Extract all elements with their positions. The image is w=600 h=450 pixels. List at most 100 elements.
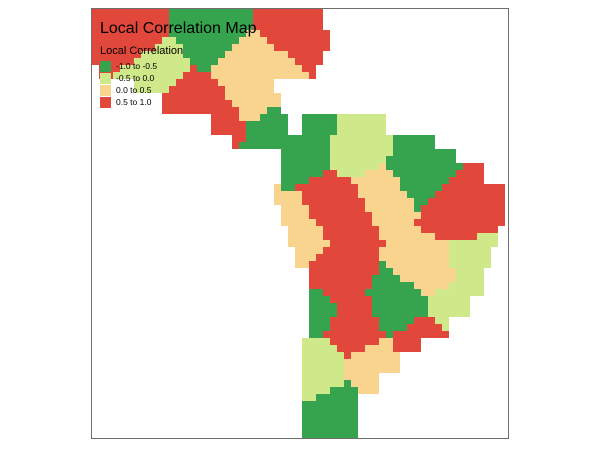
map-cell <box>232 30 239 37</box>
map-cell <box>449 268 456 275</box>
map-cell <box>351 114 358 121</box>
map-cell <box>358 268 365 275</box>
map-cell <box>169 107 176 114</box>
map-cell <box>316 429 323 436</box>
map-cell <box>407 345 414 352</box>
map-cell <box>267 135 274 142</box>
map-cell <box>120 44 127 51</box>
map-cell <box>491 233 498 240</box>
map-cell <box>344 219 351 226</box>
map-cell <box>113 72 120 79</box>
map-cell <box>414 289 421 296</box>
map-cell <box>351 387 358 394</box>
map-cell <box>323 331 330 338</box>
map-cell <box>484 261 491 268</box>
map-cell <box>211 121 218 128</box>
map-cell <box>197 51 204 58</box>
map-cell <box>393 282 400 289</box>
map-cell <box>309 163 316 170</box>
map-cell <box>330 394 337 401</box>
map-cell <box>477 289 484 296</box>
map-cell <box>302 135 309 142</box>
map-cell <box>393 338 400 345</box>
map-cell <box>295 65 302 72</box>
map-cell <box>400 282 407 289</box>
map-cell <box>337 121 344 128</box>
map-cell <box>372 114 379 121</box>
map-cell <box>309 254 316 261</box>
map-cell <box>407 233 414 240</box>
map-cell <box>358 261 365 268</box>
map-cell <box>176 65 183 72</box>
map-cell <box>190 100 197 107</box>
map-cell <box>197 65 204 72</box>
map-cell <box>113 9 120 16</box>
map-cell <box>92 23 99 30</box>
map-cell <box>379 205 386 212</box>
map-cell <box>309 317 316 324</box>
map-cell <box>351 163 358 170</box>
map-cell <box>204 93 211 100</box>
map-cell <box>372 205 379 212</box>
map-cell <box>344 317 351 324</box>
map-cell <box>148 65 155 72</box>
map-cell <box>365 247 372 254</box>
map-cell <box>141 16 148 23</box>
map-cell <box>225 121 232 128</box>
map-cell <box>463 289 470 296</box>
map-cell <box>428 233 435 240</box>
map-cell <box>351 128 358 135</box>
map-cell <box>288 205 295 212</box>
map-cell <box>267 142 274 149</box>
map-cell <box>400 289 407 296</box>
map-cell <box>302 212 309 219</box>
map-cell <box>351 212 358 219</box>
map-cell <box>246 121 253 128</box>
map-cell <box>428 317 435 324</box>
legend-item: -1.0 to -0.5 <box>100 61 183 72</box>
map-cell <box>246 44 253 51</box>
map-cell <box>386 163 393 170</box>
map-cell <box>435 282 442 289</box>
map-cell <box>470 191 477 198</box>
map-cell <box>99 16 106 23</box>
map-cell <box>183 44 190 51</box>
map-cell <box>232 79 239 86</box>
map-cell <box>281 156 288 163</box>
map-cell <box>309 170 316 177</box>
map-cell <box>162 93 169 100</box>
map-cell <box>358 226 365 233</box>
map-cell <box>428 135 435 142</box>
map-cell <box>456 268 463 275</box>
map-cell <box>330 373 337 380</box>
map-cell <box>393 135 400 142</box>
map-cell <box>337 205 344 212</box>
map-cell <box>281 37 288 44</box>
map-cell <box>421 296 428 303</box>
map-cell <box>428 226 435 233</box>
map-cell <box>253 79 260 86</box>
map-cell <box>155 9 162 16</box>
map-cell <box>274 23 281 30</box>
map-cell <box>365 254 372 261</box>
map-cell <box>323 394 330 401</box>
map-cell <box>337 324 344 331</box>
map-cell <box>421 317 428 324</box>
map-cell <box>239 79 246 86</box>
map-cell <box>260 93 267 100</box>
map-cell <box>337 142 344 149</box>
map-cell <box>330 261 337 268</box>
map-cell <box>302 177 309 184</box>
map-cell <box>148 79 155 86</box>
map-cell <box>253 107 260 114</box>
map-cell <box>204 86 211 93</box>
map-cell <box>253 16 260 23</box>
map-cell <box>407 184 414 191</box>
map-cell <box>92 9 99 16</box>
map-cell <box>309 394 316 401</box>
map-cell <box>435 296 442 303</box>
map-cell <box>407 296 414 303</box>
map-cell <box>253 86 260 93</box>
map-cell <box>134 51 141 58</box>
map-cell <box>414 324 421 331</box>
